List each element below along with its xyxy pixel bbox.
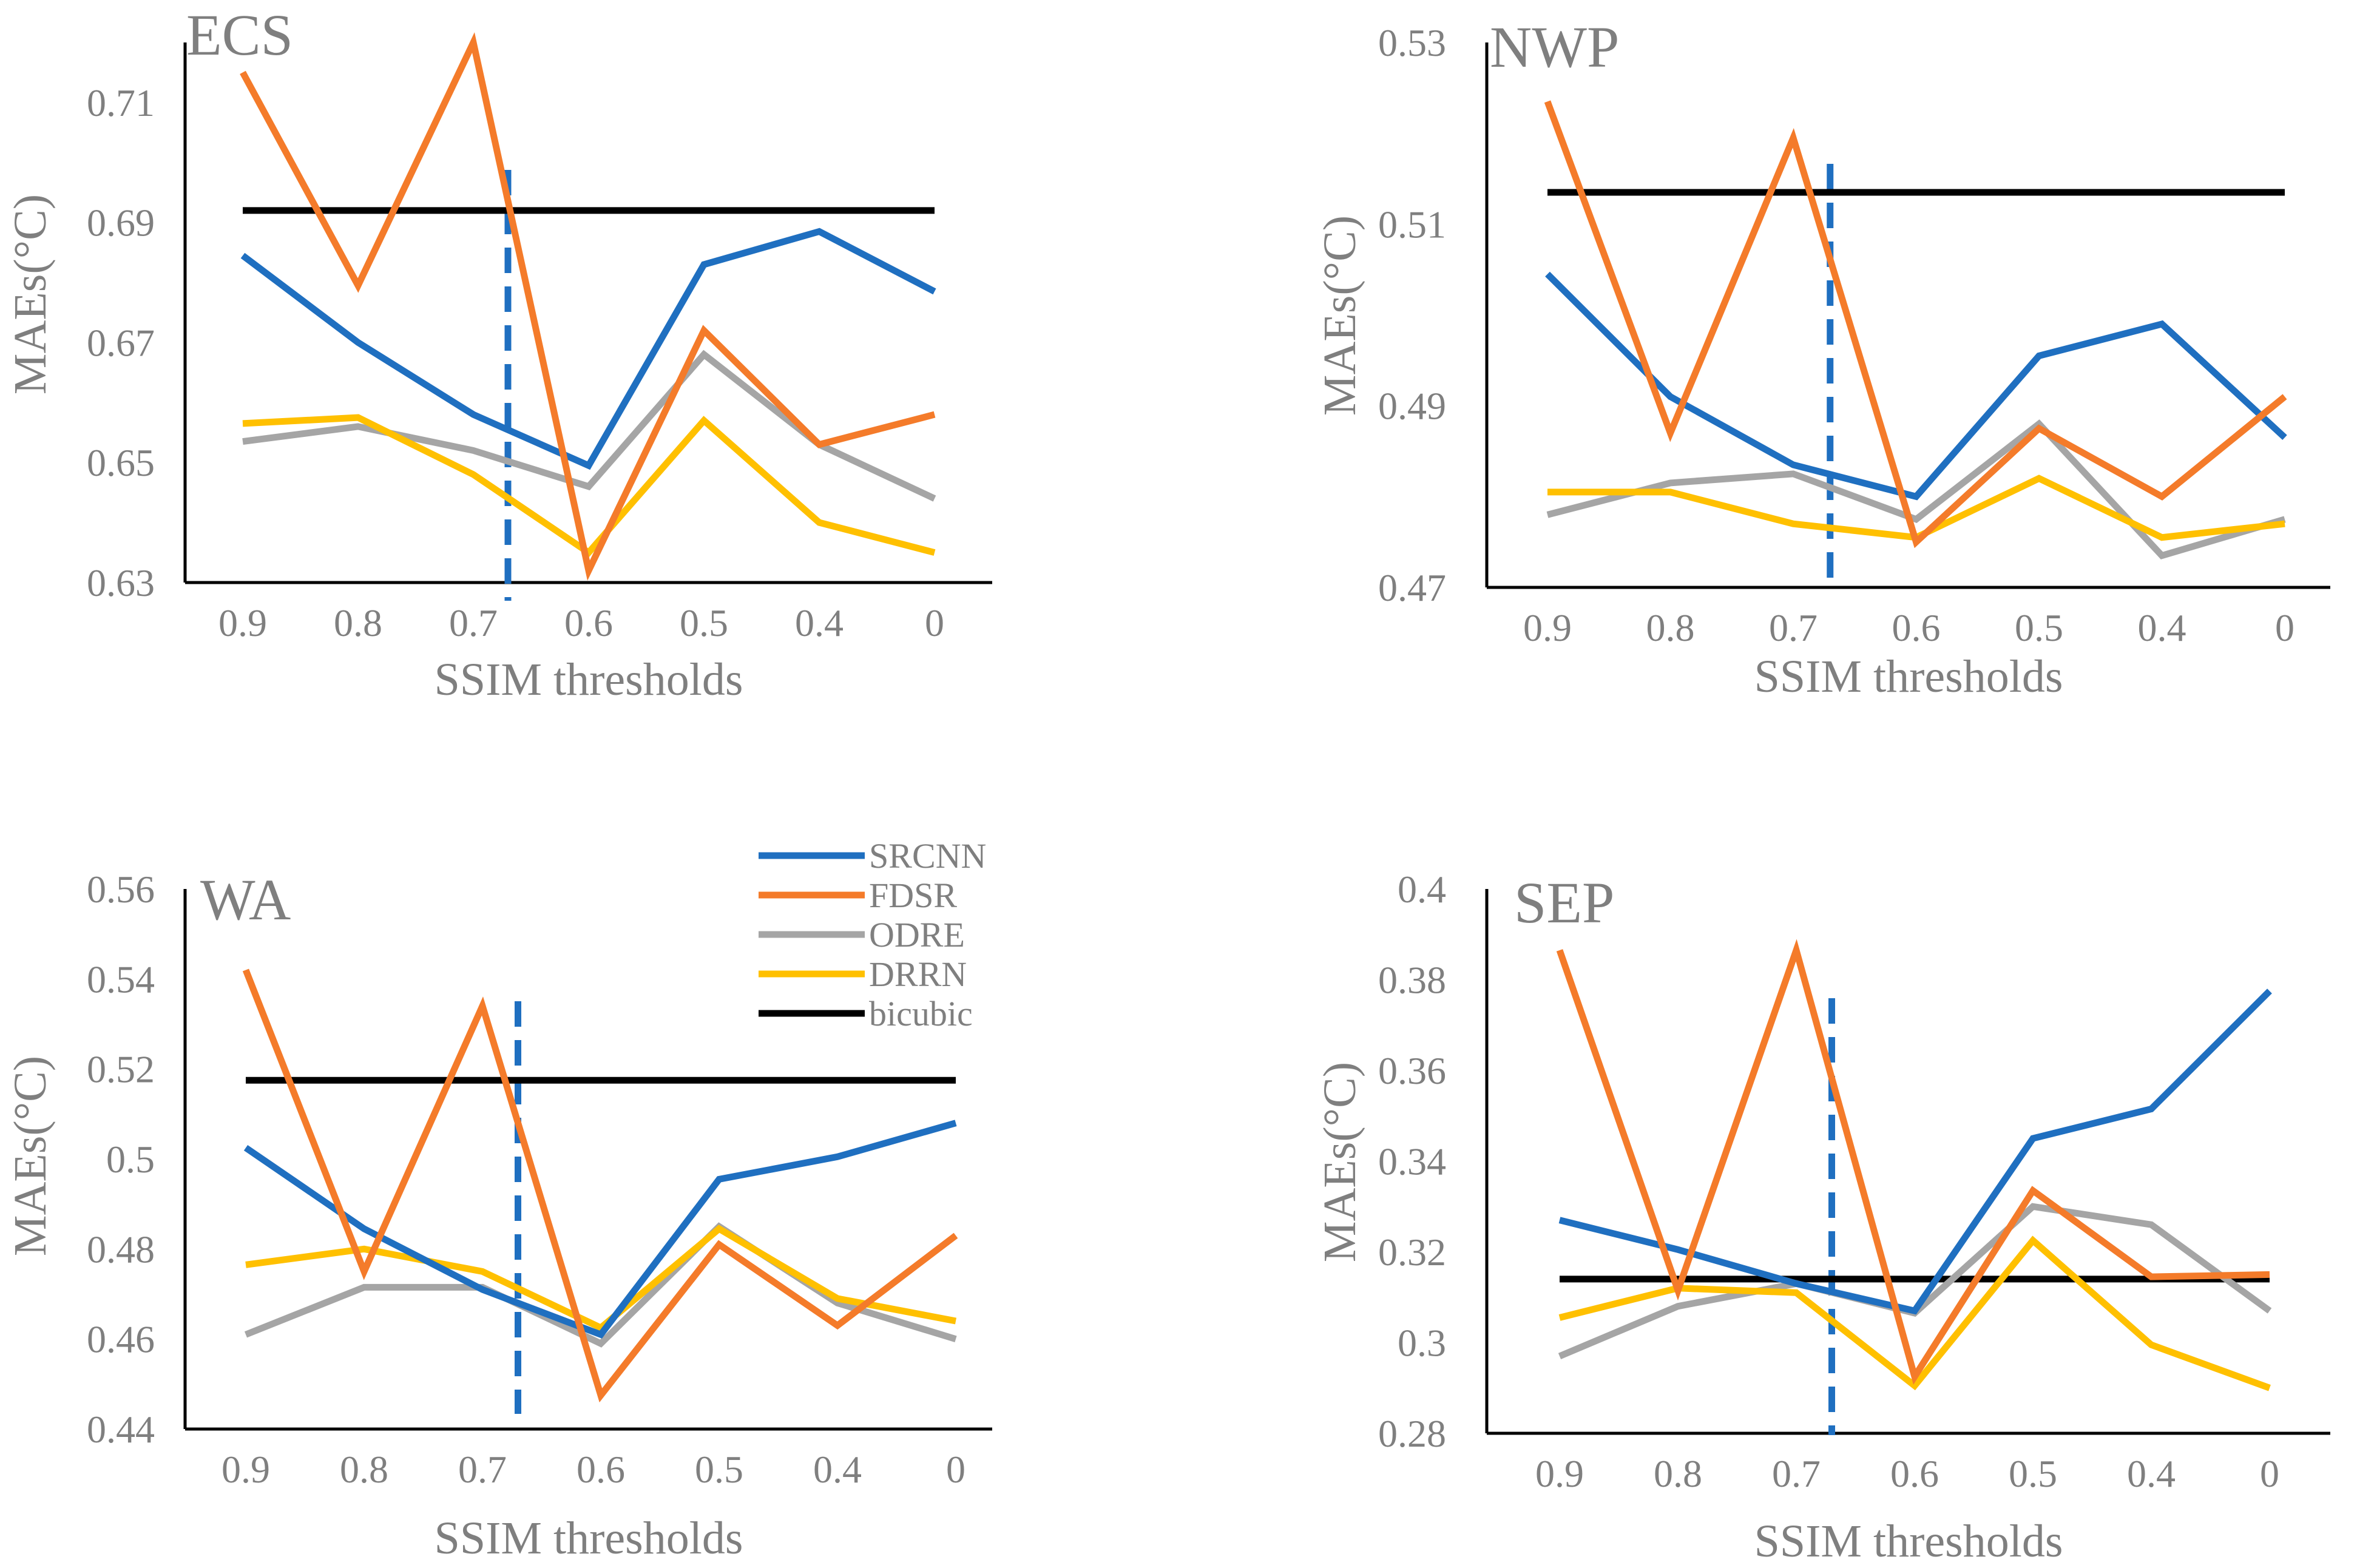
x-tick-label: 0.6 (577, 1448, 625, 1491)
y-tick-label: 0.48 (87, 1228, 155, 1271)
panel-title: SEP (1514, 870, 1614, 935)
legend-label-drrn: DRRN (869, 955, 967, 994)
y-axis-title: MAEs(°C) (1314, 1062, 1365, 1262)
y-tick-label: 0.63 (87, 561, 155, 604)
series-line-odre (242, 350, 936, 502)
series-line-drrn (242, 414, 936, 557)
x-tick-label: 0.5 (2009, 1452, 2057, 1495)
series-line-odre (1546, 419, 2286, 559)
x-tick-label: 0 (925, 601, 944, 644)
series-line-srcnn (240, 228, 936, 470)
y-tick-label: 0.34 (1378, 1140, 1446, 1183)
x-axis-title: SSIM thresholds (1754, 651, 2063, 702)
series-line-srcnn (1545, 271, 2287, 501)
panel-title: WA (200, 867, 291, 932)
series-line-fdsr (242, 968, 958, 1403)
x-axis-title: SSIM thresholds (435, 1513, 743, 1564)
y-tick-label: 0.53 (1378, 21, 1446, 64)
series-line-fdsr (240, 32, 936, 581)
y-tick-label: 0.4 (1398, 868, 1446, 911)
series-line-srcnn (243, 1120, 957, 1339)
panel-title: ECS (186, 2, 293, 67)
legend-label-bicubic: bicubic (869, 994, 973, 1033)
x-tick-label: 0.4 (813, 1448, 862, 1491)
x-tick-label: 0.8 (1654, 1452, 1702, 1495)
y-tick-label: 0.52 (87, 1048, 155, 1091)
y-tick-label: 0.46 (87, 1318, 155, 1361)
y-axis-title: MAEs(°C) (5, 194, 56, 394)
x-tick-label: 0 (946, 1448, 965, 1491)
chart-sep: 0.28 0.3 0.32 0.34 0.36 0.38 0.4 0.9 0.8 0.7 0.6 0.… (1314, 868, 2330, 1567)
series-line-fdsr (1556, 939, 2270, 1385)
x-tick-label: 0.7 (458, 1448, 507, 1491)
x-tick-label: 0.8 (1646, 606, 1695, 649)
x-tick-label: 0.9 (1535, 1452, 1584, 1495)
legend-label-fdsr: FDSR (869, 876, 957, 915)
y-tick-label: 0.44 (87, 1408, 155, 1451)
y-tick-label: 0.51 (1378, 203, 1446, 246)
x-tick-label: 0.4 (795, 601, 844, 644)
x-tick-label: 0.6 (1890, 1452, 1939, 1495)
x-tick-label: 0.4 (2127, 1452, 2176, 1495)
x-tick-label: 0.7 (1772, 1452, 1821, 1495)
x-tick-label: 0.5 (2015, 606, 2063, 649)
y-tick-label: 0.71 (87, 81, 155, 124)
chart-nwp: 0.47 0.49 0.51 0.53 0.9 0.8 0.7 0.6 0.5 0.4 0 SSIM … (1314, 15, 2330, 702)
y-tick-label: 0.65 (87, 441, 155, 484)
y-tick-label: 0.49 (1378, 385, 1446, 428)
x-tick-label: 0.9 (218, 601, 267, 644)
x-tick-label: 0.4 (2138, 606, 2186, 649)
y-tick-label: 0.56 (87, 868, 155, 911)
chart-wa: 0.44 0.46 0.48 0.5 0.52 0.54 0.56 0.9 0.8 0.7 0.6 0… (5, 867, 992, 1564)
x-tick-label: 0.5 (695, 1448, 743, 1491)
x-tick-label: 0.7 (449, 601, 498, 644)
series-line-fdsr (1544, 100, 2287, 549)
legend-label-srcnn: SRCNN (869, 836, 986, 876)
y-tick-label: 0.38 (1378, 959, 1446, 1002)
x-tick-label: 0.6 (564, 601, 613, 644)
x-tick-label: 0 (2260, 1452, 2279, 1495)
panel-title: NWP (1490, 15, 1619, 79)
x-tick-label: 0 (2275, 606, 2294, 649)
y-axis-title: MAEs(°C) (1314, 215, 1365, 416)
x-tick-label: 0.5 (680, 601, 728, 644)
series-line-drrn (245, 1225, 957, 1332)
x-axis-title: SSIM thresholds (435, 654, 743, 705)
y-tick-label: 0.32 (1378, 1231, 1446, 1274)
y-tick-label: 0.3 (1398, 1322, 1446, 1365)
x-tick-label: 0.9 (221, 1448, 270, 1491)
x-tick-label: 0.9 (1523, 606, 1572, 649)
y-tick-label: 0.67 (87, 321, 155, 364)
y-axis-title: MAEs(°C) (5, 1056, 56, 1256)
x-tick-label: 0.7 (1769, 606, 1818, 649)
y-tick-label: 0.69 (87, 201, 155, 245)
x-tick-label: 0.6 (1892, 606, 1941, 649)
y-tick-label: 0.28 (1378, 1412, 1446, 1455)
chart-ecs: 0.63 0.65 0.67 0.69 0.71 0.9 0.8 0.7 0.6 0.5 0.4 0 S… (5, 2, 992, 705)
series-line-srcnn (1558, 988, 2272, 1315)
y-tick-label: 0.5 (106, 1138, 155, 1181)
series-line-odre (244, 1222, 957, 1348)
y-tick-label: 0.47 (1378, 566, 1446, 609)
y-tick-label: 0.54 (87, 958, 155, 1001)
x-axis-title: SSIM thresholds (1754, 1516, 2063, 1567)
x-tick-label: 0.8 (334, 601, 382, 644)
y-tick-label: 0.36 (1378, 1049, 1446, 1092)
x-tick-label: 0.8 (340, 1448, 388, 1491)
legend-label-odre: ODRE (869, 915, 965, 955)
